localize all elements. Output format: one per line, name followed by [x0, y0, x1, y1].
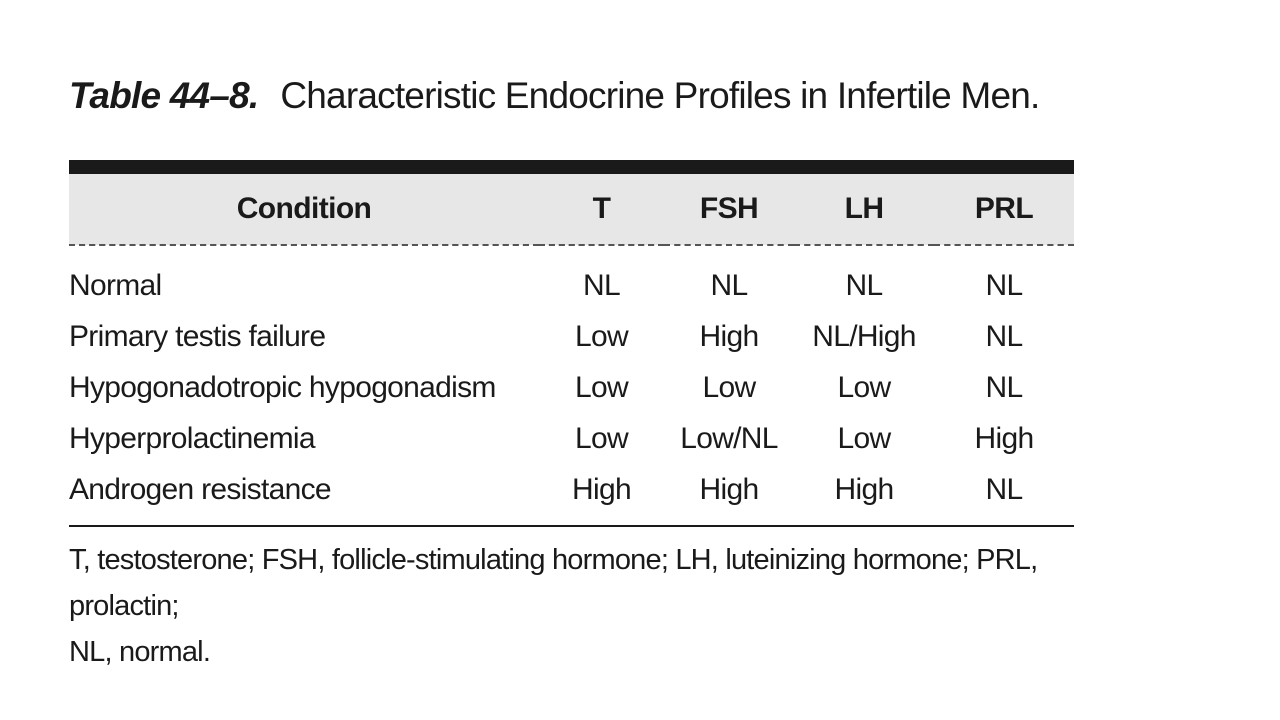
endocrine-profile-table-block: Table 44–8. Characteristic Endocrine Prof…: [69, 70, 1074, 675]
table-row: Primary testis failure Low High NL/High …: [69, 311, 1074, 362]
cell-condition: Primary testis failure: [69, 320, 326, 353]
cell-fsh: NL: [710, 269, 749, 302]
table-caption: Table 44–8. Characteristic Endocrine Prof…: [69, 70, 1074, 122]
cell-t: Low: [575, 320, 629, 353]
footnote-line: NL, normal.: [69, 636, 211, 668]
header-fsh: FSH: [664, 174, 794, 246]
endocrine-table: Condition T FSH LH PRL Normal NL NL NL N…: [69, 174, 1074, 525]
cell-fsh: High: [699, 473, 760, 506]
cell-prl: NL: [985, 473, 1024, 506]
cell-lh: NL/High: [812, 320, 916, 353]
cell-t: High: [572, 473, 632, 506]
cell-condition: Hyperprolactinemia: [69, 422, 316, 455]
cell-prl: NL: [985, 269, 1024, 302]
cell-lh: High: [834, 473, 895, 506]
bottom-rule: [69, 525, 1074, 527]
table-row: Hypogonadotropic hypogonadism Low Low Lo…: [69, 362, 1074, 413]
top-rule: [69, 160, 1074, 174]
table-footnote: T, testosterone; FSH, follicle-stimulati…: [69, 537, 1074, 675]
header-condition: Condition: [69, 174, 539, 246]
table-row: Androgen resistance High High High NL: [69, 464, 1074, 525]
cell-prl: NL: [985, 320, 1024, 353]
cell-fsh: Low/NL: [680, 422, 778, 455]
cell-lh: Low: [837, 422, 892, 455]
cell-t: NL: [583, 269, 621, 302]
cell-t: Low: [575, 371, 629, 404]
cell-prl: High: [974, 422, 1035, 455]
cell-lh: Low: [837, 371, 892, 404]
cell-condition: Androgen resistance: [69, 473, 332, 506]
table-number: Table 44–8.: [69, 75, 259, 116]
cell-lh: NL: [845, 269, 884, 302]
cell-condition: Normal: [69, 269, 162, 302]
cell-fsh: High: [699, 320, 760, 353]
header-prl: PRL: [934, 174, 1074, 246]
cell-prl: NL: [985, 371, 1024, 404]
header-t: T: [539, 174, 664, 246]
table-title: Characteristic Endocrine Profiles in Inf…: [280, 75, 1040, 116]
cell-fsh: Low: [702, 371, 757, 404]
footnote-line: T, testosterone; FSH, follicle-stimulati…: [69, 544, 1038, 622]
cell-condition: Hypogonadotropic hypogonadism: [69, 371, 496, 404]
table-row: Normal NL NL NL NL: [69, 245, 1074, 311]
cell-t: Low: [575, 422, 629, 455]
header-lh: LH: [794, 174, 934, 246]
header-row: Condition T FSH LH PRL: [69, 174, 1074, 246]
table-row: Hyperprolactinemia Low Low/NL Low High: [69, 413, 1074, 464]
